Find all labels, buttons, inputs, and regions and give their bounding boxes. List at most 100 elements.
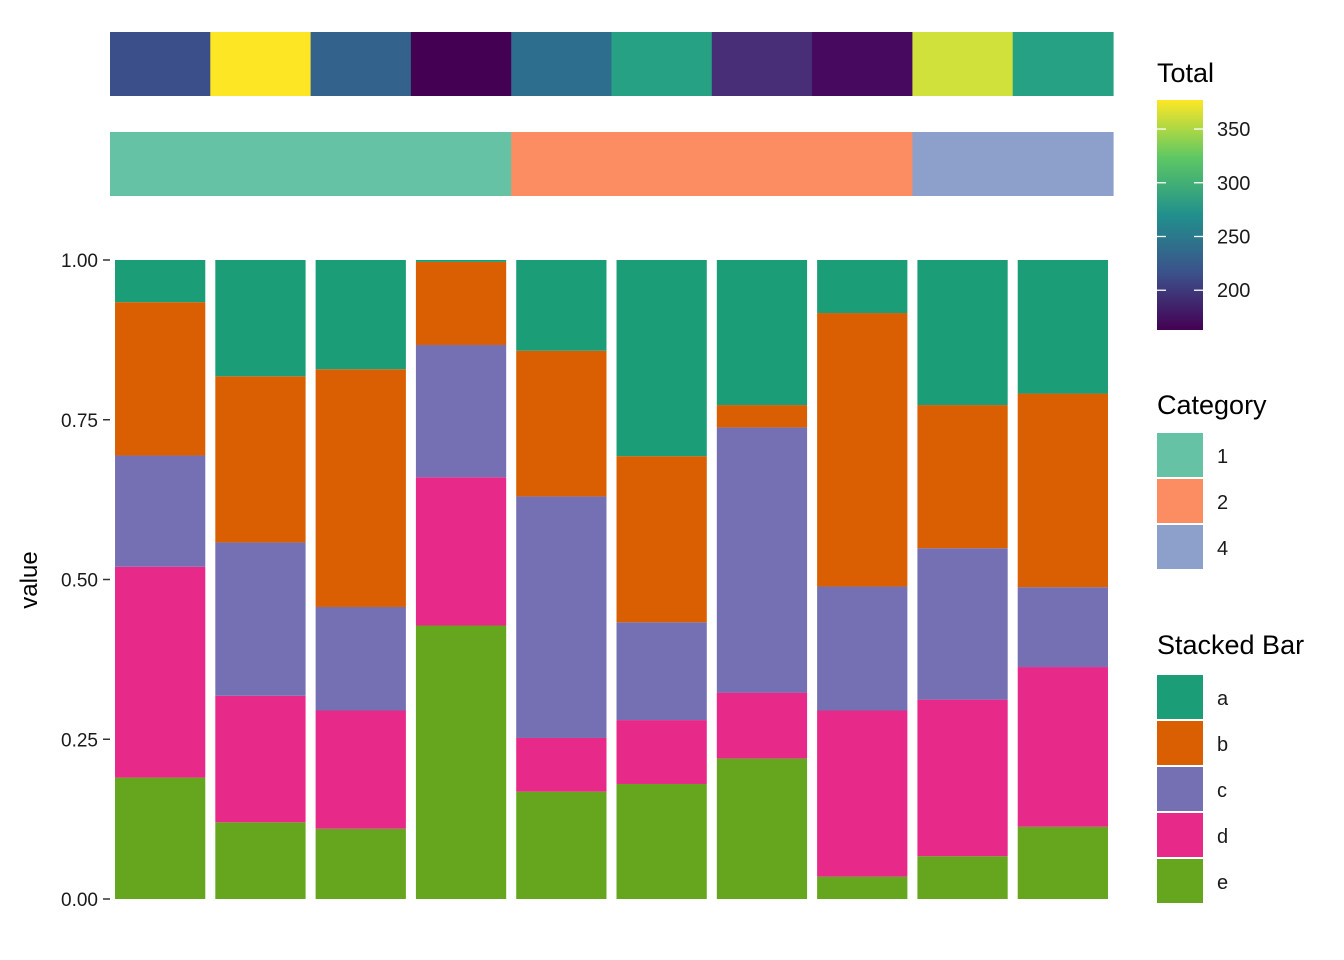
category-legend-label: 1: [1217, 446, 1228, 468]
total-cell-10: [1012, 32, 1114, 96]
bar-segment-b-6: [616, 456, 707, 623]
bar-segment-d-4: [415, 477, 507, 626]
category-legend-label: 2: [1217, 492, 1228, 514]
y-axis: 0.00 0.25 0.50 0.75 1.00: [61, 251, 110, 911]
bar-segment-b-7: [716, 405, 808, 428]
bar-segment-d-5: [516, 737, 607, 792]
stacked-legend-key-e: [1157, 859, 1203, 903]
category-legend-label: 4: [1217, 538, 1228, 560]
category-cell-9: [912, 132, 1014, 196]
bar-segment-e-5: [516, 791, 607, 899]
bar-segment-c-5: [516, 496, 607, 738]
bar-segment-c-9: [917, 548, 1008, 700]
total-cell-5: [511, 32, 613, 96]
category-legend-key-1: [1157, 433, 1203, 477]
stacked-legend-key-b: [1157, 721, 1203, 765]
bar-segment-e-1: [115, 777, 206, 899]
category-cell-4: [410, 132, 512, 196]
bar-segment-b-5: [516, 350, 607, 497]
bar-segment-a-7: [716, 260, 808, 406]
total-cell-8: [812, 32, 913, 96]
bar-segment-c-4: [415, 344, 507, 478]
bar-segment-c-8: [817, 586, 908, 711]
bar-segment-a-8: [817, 260, 908, 314]
bar-segment-c-3: [315, 606, 406, 711]
bar-segment-a-4: [415, 260, 507, 262]
total-legend-label: 200: [1217, 280, 1250, 302]
bar-segment-a-10: [1017, 260, 1108, 394]
total-cell-1: [110, 32, 211, 96]
stacked-legend-key-c: [1157, 767, 1203, 811]
total-cell-7: [711, 32, 813, 96]
category-cell-2: [210, 132, 312, 196]
category-cell-6: [611, 132, 713, 196]
total-legend-title: Total: [1157, 58, 1214, 88]
bar-segment-c-1: [115, 455, 206, 567]
stacked-legend-label: e: [1217, 872, 1228, 894]
bar-segment-e-7: [716, 758, 808, 899]
bar-segment-c-7: [716, 427, 808, 693]
bar-segment-a-1: [115, 260, 206, 303]
category-cell-3: [310, 132, 412, 196]
category-cell-7: [711, 132, 813, 196]
bar-segment-b-4: [415, 261, 507, 345]
stacked-legend-key-d: [1157, 813, 1203, 857]
category-legend-title: Category: [1157, 390, 1267, 420]
y-tick-label: 0.00: [61, 890, 98, 911]
category-cell-8: [812, 132, 913, 196]
bar-segment-d-1: [115, 566, 206, 778]
category-legend-key-4: [1157, 525, 1203, 569]
bar-segment-a-2: [215, 260, 306, 377]
stacked-bar-legend: Stacked Bar a b c d e: [1157, 630, 1304, 903]
total-cell-9: [912, 32, 1014, 96]
stacked-legend-title: Stacked Bar: [1157, 630, 1304, 660]
y-tick-label: 0.25: [61, 730, 98, 751]
bar-segment-a-6: [616, 260, 707, 457]
bar-segment-c-10: [1017, 587, 1108, 668]
category-annotation-track: [110, 132, 1114, 196]
bar-segment-e-8: [817, 876, 908, 899]
bar-segment-d-8: [817, 710, 908, 877]
bar-segment-b-9: [917, 405, 1008, 549]
bar-segment-d-3: [315, 710, 406, 829]
bar-segment-d-2: [215, 695, 306, 823]
stacked-legend-label: d: [1217, 826, 1228, 848]
bar-segment-e-10: [1017, 826, 1108, 899]
total-legend-label: 350: [1217, 119, 1250, 141]
total-cell-6: [611, 32, 713, 96]
y-tick-label: 1.00: [61, 251, 98, 272]
y-tick-label: 0.75: [61, 411, 98, 432]
bar-segment-b-3: [315, 369, 406, 607]
bar-segment-d-7: [716, 692, 808, 759]
bar-segment-d-10: [1017, 667, 1108, 827]
category-cell-1: [110, 132, 211, 196]
total-cell-2: [210, 32, 312, 96]
category-cell-5: [511, 132, 613, 196]
category-legend-key-2: [1157, 479, 1203, 523]
stacked-legend-key-a: [1157, 675, 1203, 719]
bar-segment-e-2: [215, 822, 306, 899]
y-tick-label: 0.50: [61, 571, 98, 592]
total-legend-label: 300: [1217, 173, 1250, 195]
bar-segment-e-3: [315, 828, 406, 899]
bar-segment-d-9: [917, 699, 1008, 857]
stacked-legend-label: a: [1217, 688, 1229, 710]
category-cell-10: [1012, 132, 1114, 196]
bar-segment-c-2: [215, 542, 306, 696]
total-cell-3: [310, 32, 412, 96]
bar-segment-a-3: [315, 260, 406, 370]
bar-segment-b-2: [215, 376, 306, 543]
stacked-legend-label: b: [1217, 734, 1228, 756]
total-annotation-track: [110, 32, 1114, 96]
bar-segment-c-6: [616, 622, 707, 721]
bar-segment-b-10: [1017, 393, 1108, 588]
total-cell-4: [410, 32, 512, 96]
stacked-bars: [115, 260, 1108, 899]
bar-segment-d-6: [616, 720, 707, 784]
bar-segment-b-1: [115, 302, 206, 456]
total-legend-label: 250: [1217, 226, 1250, 248]
bar-segment-e-6: [616, 783, 707, 899]
bar-segment-a-9: [917, 260, 1008, 406]
stacked-legend-label: c: [1217, 780, 1227, 802]
